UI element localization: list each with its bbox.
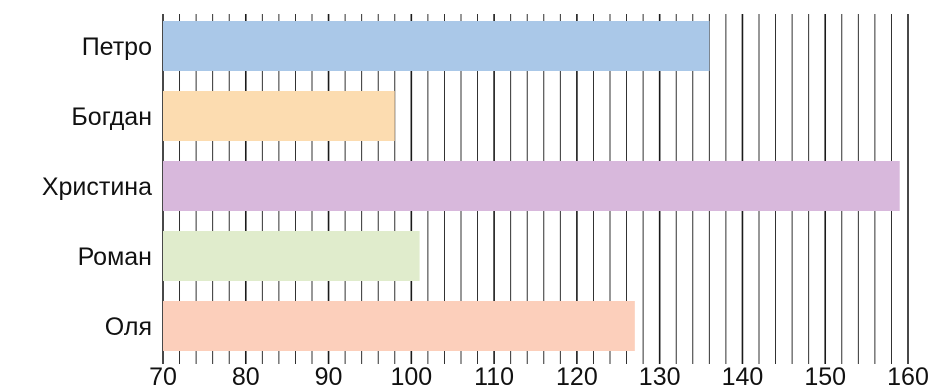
x-tick-label: 130	[639, 363, 681, 387]
x-tick-label: 140	[722, 363, 764, 387]
x-tick-label: 110	[474, 363, 514, 387]
category-label: Петро	[82, 33, 152, 61]
x-tick-label: 120	[556, 363, 598, 387]
bar-3	[163, 161, 900, 211]
x-tick-label: 70	[149, 363, 177, 387]
x-axis: 70 80 90 100 110 120 130 140 150 160	[149, 363, 929, 387]
bars	[163, 21, 900, 351]
x-tick-label: 100	[390, 363, 432, 387]
category-label: Богдан	[71, 103, 152, 131]
bar-5	[163, 301, 635, 351]
category-label: Роман	[78, 243, 152, 271]
category-label: Оля	[105, 313, 152, 341]
x-tick-label: 160	[887, 363, 929, 387]
category-labels: Петро Богдан Христина Роман Оля	[42, 33, 152, 341]
bar-2	[163, 91, 395, 141]
x-tick-label: 80	[232, 363, 260, 387]
x-tick-label: 90	[315, 363, 343, 387]
category-label: Христина	[42, 173, 152, 201]
bar-1	[163, 21, 710, 71]
bar-4	[163, 231, 420, 281]
x-tick-label: 150	[804, 363, 846, 387]
